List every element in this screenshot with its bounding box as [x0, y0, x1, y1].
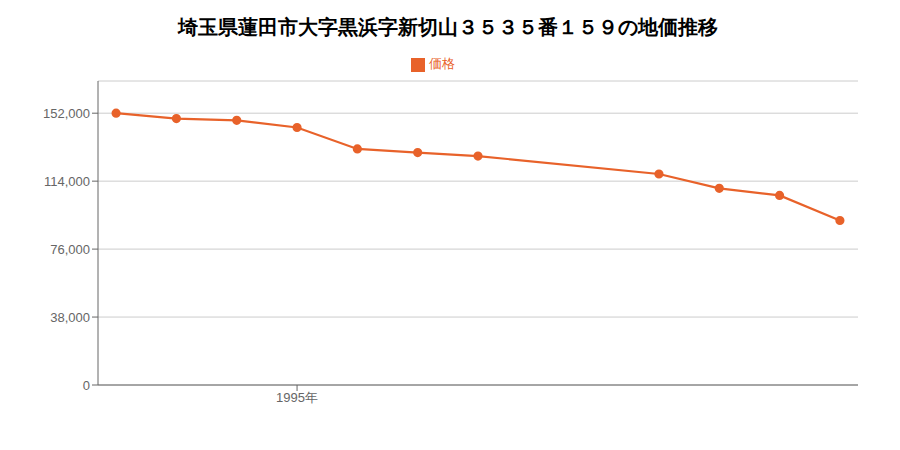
html-text:価格: 価格: [429, 56, 455, 71]
svg-text:0: 0: [83, 378, 90, 393]
svg-text:76,000: 76,000: [50, 242, 90, 257]
svg-text:1995年: 1995年: [276, 390, 318, 405]
html-text:埼玉県蓮田市大字黒浜字新切山３５３５番１５９の地価推移: 埼玉県蓮田市大字黒浜字新切山３５３５番１５９の地価推移: [178, 16, 718, 38]
svg-text:114,000: 114,000: [44, 174, 90, 189]
svg-text:38,000: 38,000: [50, 310, 90, 325]
svg-text:152,000: 152,000: [43, 106, 90, 121]
